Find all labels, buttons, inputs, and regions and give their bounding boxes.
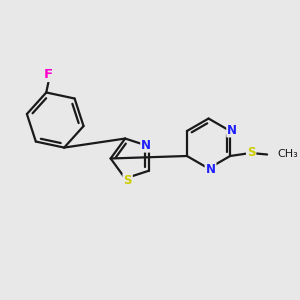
Text: S: S [123,174,132,187]
Text: S: S [247,146,255,160]
Text: N: N [227,124,237,136]
Text: N: N [141,139,151,152]
Text: CH₃: CH₃ [277,149,298,160]
Text: N: N [206,163,215,176]
Text: F: F [44,68,53,81]
